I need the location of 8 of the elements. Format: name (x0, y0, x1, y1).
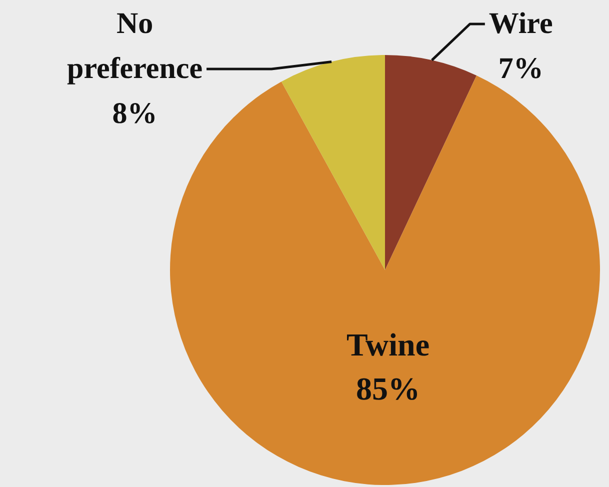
slice-label: No preference (67, 7, 203, 85)
data-label: 8% (112, 97, 158, 130)
slice-label: Twine (346, 326, 430, 363)
pie-slice (385, 55, 477, 270)
data-label: 85% (356, 370, 420, 407)
pie-slice (281, 55, 385, 270)
slice-label: Wire (488, 7, 553, 40)
data-label: 7% (498, 52, 544, 85)
